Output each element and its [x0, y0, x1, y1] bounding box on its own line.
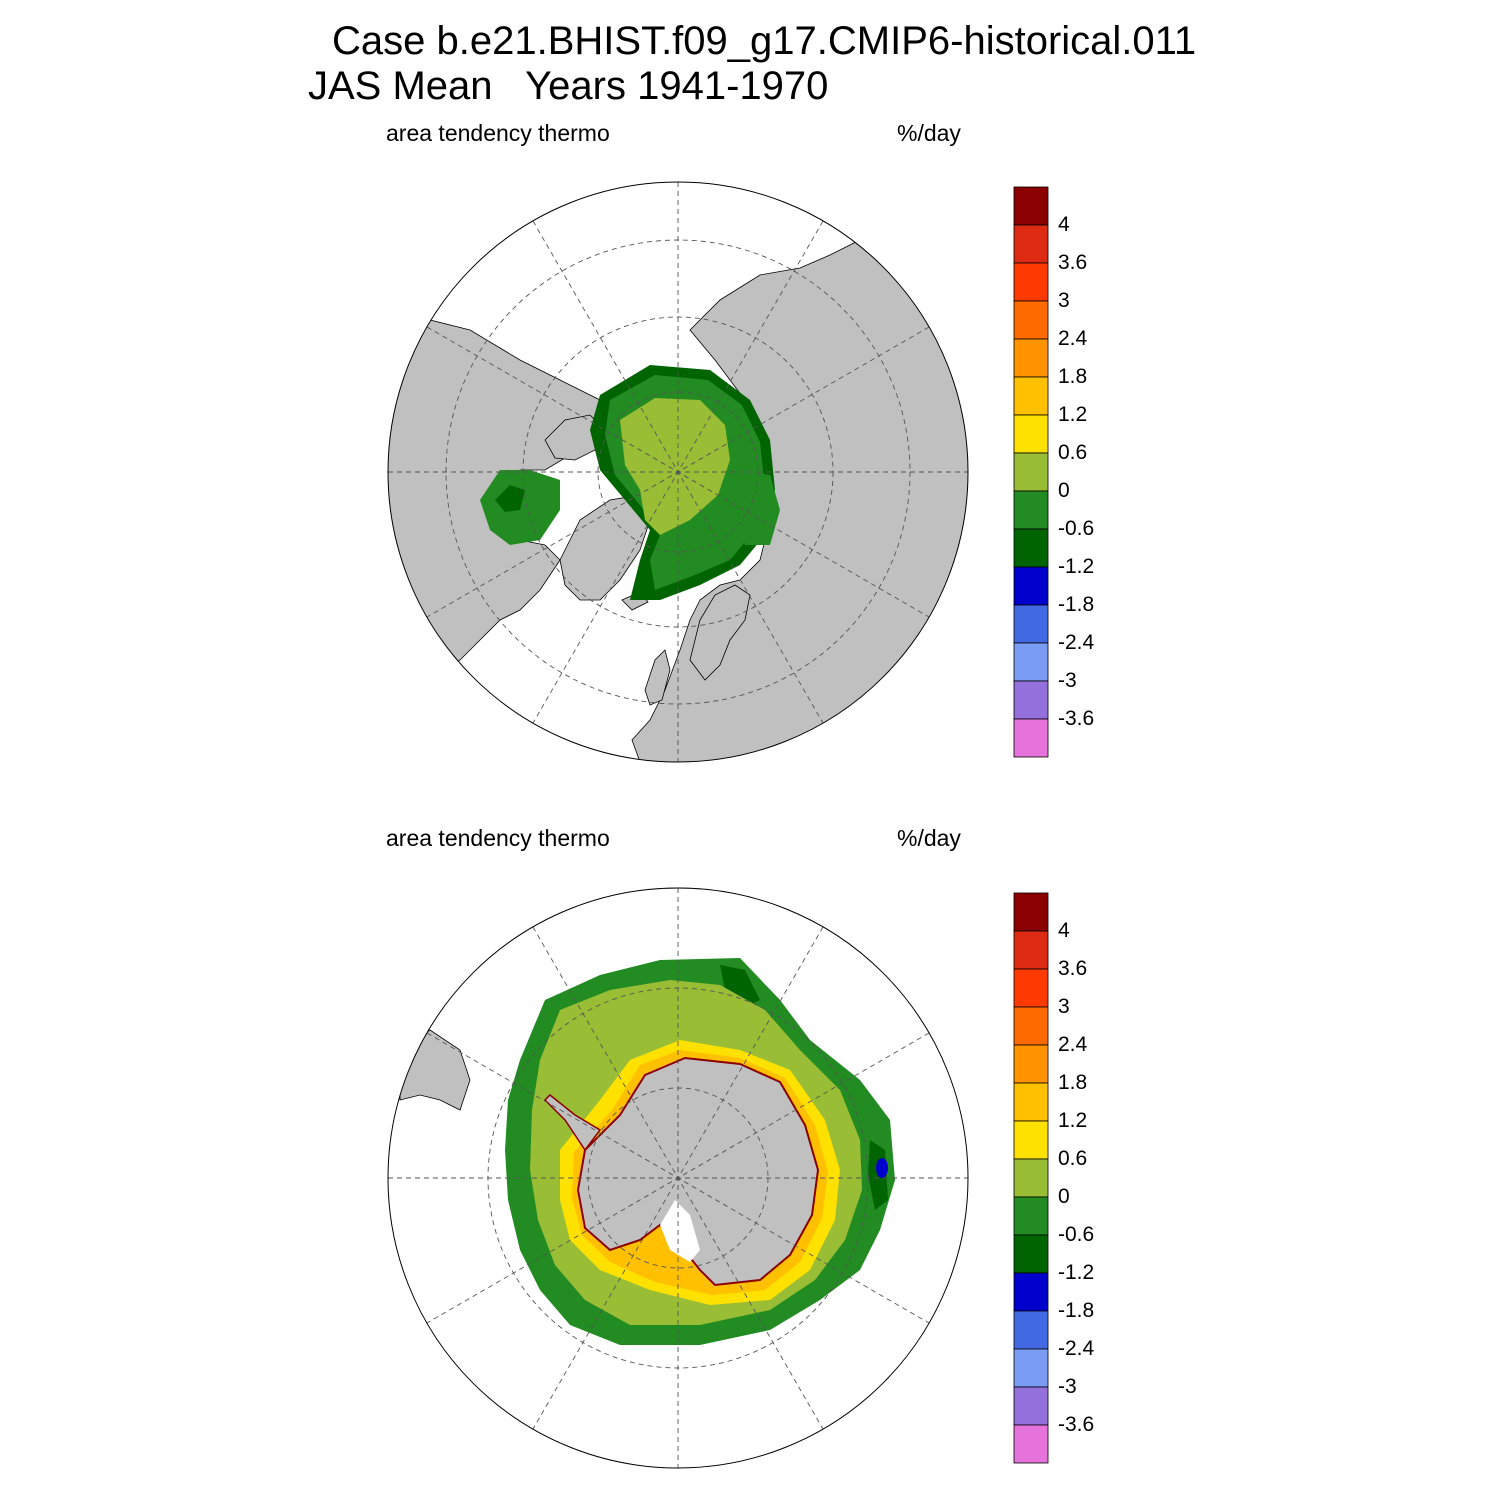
colorbar-north-swatch [1013, 680, 1049, 720]
colorbar-north-swatch [1013, 452, 1049, 492]
colorbar-south-tick-label: 3 [1058, 995, 1070, 1018]
south-map-border [387, 887, 969, 1469]
figure-title-period: JAS Mean Years 1941-1970 [308, 64, 829, 108]
colorbar-south-swatch [1013, 1386, 1049, 1426]
colorbar-north-swatch [1013, 376, 1049, 416]
colorbar-north-tick-label: 2.4 [1058, 327, 1088, 350]
colorbar-south-tick-label: -3 [1058, 1375, 1077, 1398]
panel2-variable-label: area tendency thermo [386, 825, 610, 851]
colorbar-north-tick-label: 3.6 [1058, 251, 1088, 274]
panel1-units-label: %/day [897, 120, 961, 146]
colorbar-north-tick-label: -1.2 [1058, 555, 1095, 578]
colorbar-north-swatch [1013, 566, 1049, 606]
colorbar-south-swatch [1013, 1272, 1049, 1312]
colorbar-south-tick-label: -1.2 [1058, 1261, 1095, 1284]
colorbar-north-swatch [1013, 490, 1049, 530]
colorbar-north-swatch [1013, 414, 1049, 454]
figure-title-case: Case b.e21.BHIST.f09_g17.CMIP6-historica… [332, 19, 1197, 63]
colorbar-south-tick-label: 2.4 [1058, 1033, 1088, 1056]
colorbar-north-tick-label: 1.2 [1058, 403, 1088, 426]
colorbar-north-swatch [1013, 718, 1049, 758]
colorbar-north-tick-label: -2.4 [1058, 631, 1095, 654]
colorbar-north-swatch [1013, 338, 1049, 378]
colorbar-south-swatch [1013, 1006, 1049, 1046]
colorbar-north-swatch [1013, 186, 1049, 226]
colorbar-south-swatch [1013, 1310, 1049, 1350]
panel1-variable-label: area tendency thermo [386, 120, 610, 146]
colorbar-south-swatch [1013, 1196, 1049, 1236]
british-isles-land [644, 649, 671, 706]
colorbar-south-swatch [1013, 1044, 1049, 1084]
colorbar-south-swatch [1013, 930, 1049, 970]
colorbar-south-tick-label: 1.2 [1058, 1109, 1088, 1132]
colorbar-north-tick-label: 3 [1058, 289, 1070, 312]
colorbar-south-tick-label: -2.4 [1058, 1337, 1095, 1360]
colorbar-south-swatch [1013, 1082, 1049, 1122]
north-map-border [387, 181, 969, 763]
colorbar-south-tick-label: -3.6 [1058, 1413, 1095, 1436]
colorbar-north-tick-label: -0.6 [1058, 517, 1095, 540]
colorbar-south-tick-label: 3.6 [1058, 957, 1088, 980]
colorbar-north-tick-label: 0 [1058, 479, 1070, 502]
colorbar-south-tick-label: 1.8 [1058, 1071, 1088, 1094]
greenland-land [559, 494, 651, 601]
colorbar-north-swatch [1013, 300, 1049, 340]
colorbar-south-tick-label: 4 [1058, 919, 1070, 942]
ice-barents [735, 470, 780, 545]
colorbar-north-swatch [1013, 604, 1049, 644]
ice-dark-edge [720, 965, 888, 1210]
colorbar-north-swatch [1013, 262, 1049, 302]
colorbar-north-tick-label: -1.8 [1058, 593, 1095, 616]
colorbar-south-swatch [1013, 1234, 1049, 1274]
colorbar-south-tick-label: 0 [1058, 1185, 1070, 1208]
south-map-content [388, 888, 968, 1468]
colorbar-north-swatch [1013, 224, 1049, 264]
colorbar-north-tick-label: -3 [1058, 669, 1077, 692]
colorbar-north-swatch [1013, 642, 1049, 682]
colorbar-south-tick-label: -1.8 [1058, 1299, 1095, 1322]
colorbar-north-swatch [1013, 528, 1049, 568]
ice-hudson-bay-inner [495, 485, 525, 512]
colorbar-south-swatch [1013, 1348, 1049, 1388]
panel2-units-label: %/day [897, 825, 961, 851]
colorbar-south-swatch [1013, 1158, 1049, 1198]
scandinavia-land [689, 584, 751, 681]
south-graticule [388, 888, 968, 1468]
colorbar-south-tick-label: 0.6 [1058, 1147, 1088, 1170]
colorbar-south-tick-label: -0.6 [1058, 1223, 1095, 1246]
colorbar-north-tick-label: -3.6 [1058, 707, 1095, 730]
colorbar-south-swatch [1013, 1424, 1049, 1464]
colorbar-south-swatch [1013, 1120, 1049, 1160]
colorbar-north-tick-label: 0.6 [1058, 441, 1088, 464]
colorbar-north-tick-label: 4 [1058, 213, 1070, 236]
ice-negative-anomaly [876, 1158, 888, 1178]
colorbar-north-tick-label: 1.8 [1058, 365, 1088, 388]
antarctic-peninsula-land [543, 1093, 602, 1152]
antarctica-land [576, 1056, 820, 1287]
north-graticule [388, 182, 968, 762]
north-map-content [388, 182, 968, 762]
colorbar-south-swatch [1013, 892, 1049, 932]
ross-sea [660, 1200, 700, 1262]
colorbar-south-swatch [1013, 968, 1049, 1008]
